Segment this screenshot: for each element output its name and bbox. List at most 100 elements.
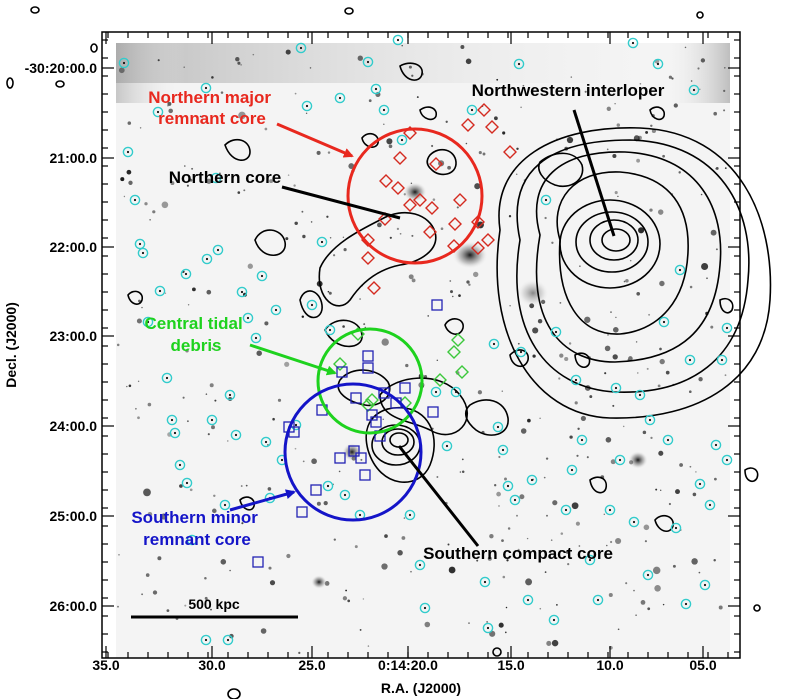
field-source-marker (488, 338, 500, 350)
background-source (362, 598, 365, 600)
background-source (625, 279, 629, 283)
background-source (697, 67, 700, 70)
background-source (465, 142, 468, 145)
background-source (498, 505, 500, 507)
field-source-marker (450, 386, 462, 398)
field-source-marker (370, 83, 382, 95)
field-source-core (320, 240, 324, 244)
background-source (473, 271, 479, 278)
southern-member-marker (370, 416, 382, 428)
background-source (607, 334, 609, 336)
x-tick-label: 25.0 (298, 657, 325, 673)
background-source (612, 153, 617, 159)
background-source (359, 298, 361, 300)
field-source-marker (222, 634, 234, 646)
background-source (396, 227, 400, 231)
background-source (135, 407, 137, 410)
background-source (565, 550, 570, 554)
background-source (610, 459, 616, 465)
background-source (213, 494, 216, 498)
field-source-marker (644, 414, 656, 426)
background-source (617, 195, 619, 198)
field-source-marker (670, 522, 682, 534)
background-source (432, 198, 436, 201)
background-source (715, 166, 719, 170)
background-source (157, 556, 162, 561)
background-source (401, 536, 406, 540)
background-source (345, 589, 347, 592)
field-source-marker (362, 56, 374, 68)
background-source (137, 380, 140, 383)
background-source (551, 241, 554, 244)
background-source (252, 53, 255, 56)
background-source (504, 477, 507, 481)
field-source-marker (169, 427, 181, 439)
field-source-marker (674, 264, 686, 276)
background-source (360, 458, 363, 461)
bright-galaxy (403, 182, 427, 202)
background-source (342, 325, 345, 328)
field-source-marker (250, 332, 262, 344)
background-source (126, 169, 132, 175)
background-source (576, 454, 579, 457)
northern-member-marker (361, 251, 375, 265)
background-source (440, 227, 444, 231)
background-source (689, 285, 693, 289)
southern-compact-label: Southern compact core (423, 544, 613, 563)
field-source-core (216, 248, 220, 252)
field-source-marker (550, 326, 562, 338)
northern-member-marker (453, 193, 467, 207)
background-source (272, 417, 275, 421)
field-source-marker (721, 454, 733, 466)
field-source-core (574, 378, 578, 382)
background-source (338, 470, 341, 473)
background-source (723, 109, 726, 112)
central-member-marker (361, 398, 375, 412)
field-source-core (280, 458, 284, 462)
field-source-core (608, 508, 612, 512)
field-source-marker (219, 499, 231, 511)
background-source (210, 608, 212, 611)
background-source (347, 599, 351, 603)
background-source (608, 592, 613, 598)
field-source-marker (548, 614, 560, 626)
field-source-core (204, 638, 208, 642)
northern-member-marker (413, 193, 427, 207)
background-source (411, 278, 416, 283)
field-source-marker (201, 253, 213, 265)
field-source-core (445, 444, 449, 448)
field-source-marker (540, 194, 552, 206)
field-source-core (173, 431, 177, 435)
background-source (606, 148, 609, 151)
field-source-core (674, 526, 678, 530)
background-source (638, 227, 645, 234)
field-source-core (165, 376, 169, 380)
background-source (138, 299, 141, 303)
field-source-marker (526, 474, 538, 486)
background-source (141, 593, 144, 596)
field-source-core (358, 513, 362, 517)
background-source (502, 575, 506, 579)
background-source (183, 165, 186, 167)
northern-member-marker (448, 217, 462, 231)
background-source (645, 130, 649, 134)
field-source-marker (628, 516, 640, 528)
background-source (128, 180, 133, 185)
background-source (494, 484, 497, 487)
background-source (679, 463, 683, 467)
field-source-marker (295, 42, 307, 54)
background-source (128, 384, 132, 388)
background-source (612, 326, 619, 333)
background-source (564, 356, 569, 362)
background-source (468, 622, 470, 624)
field-source-core (374, 87, 378, 91)
field-source-core (526, 598, 530, 602)
field-source-marker (634, 389, 646, 401)
field-source-core (310, 303, 314, 307)
background-source (710, 325, 714, 329)
background-source (127, 121, 132, 125)
background-source (700, 193, 703, 196)
y-axis-label: Decl. (J2000) (3, 302, 19, 388)
background-source (516, 514, 518, 517)
field-source-core (725, 326, 729, 330)
